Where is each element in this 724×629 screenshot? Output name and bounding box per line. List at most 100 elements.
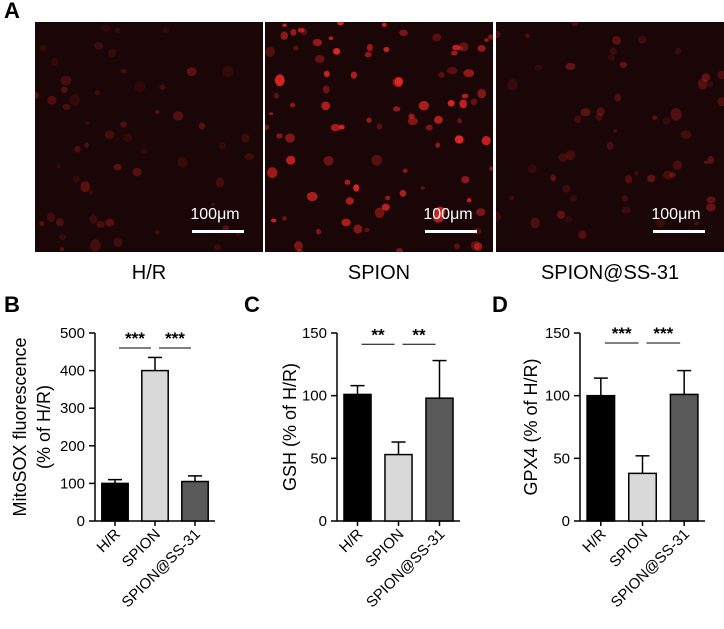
cell — [435, 142, 441, 148]
cell — [323, 156, 334, 166]
cell — [652, 115, 658, 120]
cell — [353, 224, 363, 234]
cell — [381, 203, 390, 211]
cell — [694, 221, 699, 226]
cell — [56, 163, 62, 169]
cell — [420, 186, 425, 190]
cell — [392, 106, 401, 112]
cell — [434, 115, 443, 124]
micrograph-background — [496, 22, 724, 252]
cell — [374, 207, 385, 218]
cell — [450, 50, 458, 56]
cell — [507, 79, 518, 91]
cell — [330, 123, 341, 132]
cell — [530, 217, 540, 229]
cell — [345, 197, 354, 205]
bar — [628, 472, 657, 522]
cell — [394, 76, 404, 87]
cell — [80, 181, 90, 193]
cell — [198, 122, 206, 130]
cell — [717, 97, 724, 107]
cell — [706, 203, 716, 212]
cell — [562, 184, 571, 193]
cell — [113, 237, 123, 248]
cell — [609, 47, 617, 55]
cell — [265, 46, 275, 58]
cell — [662, 116, 671, 125]
cell — [447, 66, 458, 75]
cell — [274, 74, 285, 87]
x-tick-label: H/R — [336, 526, 366, 556]
scale-bar-label: 100μm — [190, 206, 240, 223]
scale-bar-label: 100μm — [423, 206, 473, 223]
cell — [273, 92, 279, 99]
bar — [586, 394, 616, 522]
cell — [84, 142, 89, 148]
y-tick-label: 400 — [60, 363, 85, 380]
cell — [46, 212, 56, 222]
chart-b: 0 100 200 300 400 500 MitoSOX fluorescence (% o… — [10, 325, 215, 611]
cell — [353, 184, 360, 192]
cell — [90, 239, 101, 252]
cell — [155, 110, 160, 114]
cell — [399, 29, 408, 36]
cell — [121, 69, 127, 74]
y-axis-label: MitoSOX fluorescence — [10, 337, 30, 516]
cell — [364, 227, 370, 233]
micrograph-background — [35, 22, 263, 252]
y-tick-label: 100 — [545, 388, 570, 405]
y-tick-label: 200 — [60, 438, 85, 455]
cell — [595, 113, 603, 121]
cell — [525, 33, 530, 38]
cell — [463, 69, 475, 78]
y-tick-label: 50 — [553, 450, 570, 467]
cell — [457, 118, 462, 124]
cell — [215, 177, 224, 188]
cell — [269, 112, 274, 116]
micrograph-image — [496, 22, 724, 252]
cell — [621, 206, 631, 214]
cell — [94, 90, 100, 96]
cell — [438, 72, 445, 78]
cell — [670, 108, 682, 121]
cell — [366, 117, 372, 123]
cell — [341, 218, 351, 227]
cell — [286, 155, 296, 165]
cell — [100, 24, 111, 32]
cell — [574, 115, 582, 123]
cell — [395, 77, 403, 85]
cell — [481, 136, 491, 146]
cell — [425, 124, 433, 131]
cell — [159, 84, 166, 91]
cell — [461, 176, 470, 184]
cell — [113, 163, 122, 171]
scale-bar — [653, 230, 705, 233]
cell — [267, 167, 278, 179]
cell — [173, 111, 184, 121]
cell — [306, 191, 318, 202]
y-tick-label: 50 — [310, 450, 327, 467]
cell — [477, 89, 487, 99]
panel-letter-d: D — [492, 292, 508, 317]
cell — [564, 215, 573, 223]
cell — [85, 121, 90, 125]
panel-letter-b: B — [4, 292, 20, 317]
cell — [385, 195, 391, 201]
cell — [432, 33, 442, 42]
x-tick-label: H/R — [94, 526, 124, 556]
cell — [364, 51, 372, 58]
y-tick-label: 500 — [60, 325, 85, 342]
cell — [484, 38, 489, 42]
y-tick-label: 300 — [60, 400, 85, 417]
cell — [94, 41, 104, 50]
significance-label: ** — [412, 325, 426, 344]
cell — [290, 102, 296, 108]
cell — [60, 247, 65, 252]
cell — [74, 146, 81, 153]
cell — [706, 196, 716, 204]
cell — [281, 216, 287, 221]
cell — [434, 206, 446, 218]
cell — [613, 129, 618, 133]
cell — [321, 101, 331, 111]
